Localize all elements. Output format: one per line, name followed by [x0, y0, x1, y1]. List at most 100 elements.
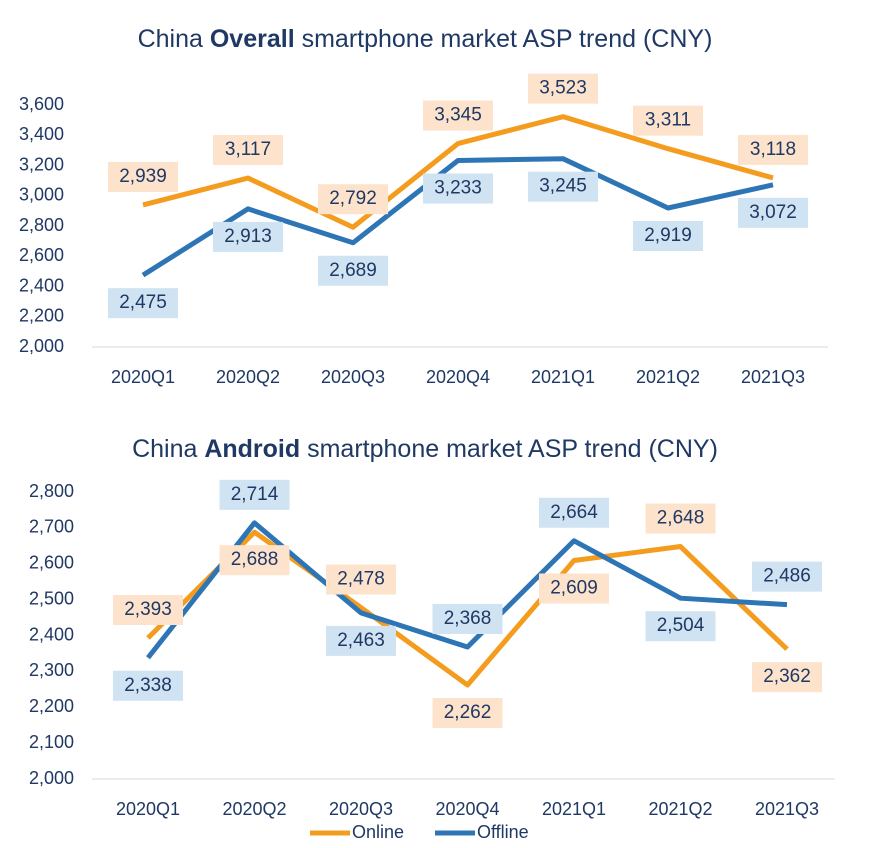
y-tick-label: 2,200: [19, 306, 64, 326]
title-part: China: [138, 25, 210, 53]
label-box: [738, 197, 808, 228]
label-box: [423, 100, 493, 131]
x-tick-label: 2020Q4: [435, 799, 499, 819]
label-box: [633, 221, 703, 252]
label-box: [752, 662, 822, 693]
data-label: 2,362: [763, 666, 811, 687]
y-tick-label: 2,800: [29, 481, 74, 501]
label-box: [432, 698, 503, 729]
data-label: 3,118: [750, 139, 796, 160]
y-tick-label: 2,200: [29, 696, 74, 716]
legend-label: Offline: [477, 822, 529, 842]
label-box: [219, 479, 290, 510]
data-label: 3,523: [539, 78, 587, 99]
data-label: 2,338: [124, 675, 172, 696]
data-label: 3,072: [749, 202, 797, 223]
label-box: [423, 173, 493, 204]
data-label: 2,475: [119, 292, 167, 313]
data-label: 2,913: [224, 226, 272, 247]
label-box: [645, 611, 716, 642]
x-tick-label: 2021Q1: [531, 367, 595, 387]
data-label: 2,689: [329, 260, 377, 281]
x-tick-label: 2020Q4: [426, 367, 490, 387]
data-label: 2,939: [119, 166, 167, 187]
y-tick-label: 2,400: [19, 275, 64, 295]
label-box: [645, 503, 716, 534]
y-tick-label: 3,400: [19, 124, 64, 144]
y-tick-label: 2,500: [29, 588, 74, 608]
x-tick-label: 2021Q2: [648, 799, 712, 819]
data-label: 3,311: [645, 110, 691, 131]
data-label: 2,664: [550, 502, 598, 523]
data-label: 2,609: [550, 578, 598, 599]
series-line: [141, 156, 774, 278]
x-tick-label: 2020Q1: [111, 367, 175, 387]
label-box: [326, 625, 396, 656]
title-part: smartphone market ASP trend (CNY): [300, 435, 718, 463]
label-box: [113, 595, 183, 626]
data-label: 3,345: [434, 105, 482, 126]
label-box: [213, 221, 283, 252]
data-label: 3,233: [434, 178, 482, 199]
y-tick-label: 3,600: [19, 94, 64, 114]
data-label: 2,648: [657, 508, 705, 529]
data-label: 2,919: [644, 225, 692, 246]
data-label: 2,792: [329, 188, 377, 209]
title-part: Overall: [210, 25, 295, 53]
series-line: [142, 114, 774, 230]
x-tick-label: 2020Q2: [222, 799, 286, 819]
x-tick-label: 2020Q3: [321, 367, 385, 387]
label-box: [432, 603, 503, 634]
label-box: [318, 255, 388, 286]
chart-title: China Android smartphone market ASP tren…: [132, 435, 718, 463]
label-box: [113, 670, 183, 701]
label-box: [108, 288, 178, 319]
x-tick-label: 2020Q2: [216, 367, 280, 387]
data-label: 2,262: [444, 702, 492, 723]
y-tick-label: 3,200: [19, 154, 64, 174]
x-tick-label: 2020Q1: [116, 799, 180, 819]
label-box: [528, 171, 598, 202]
label-box: [752, 561, 822, 592]
y-tick-label: 3,000: [19, 185, 64, 205]
y-tick-label: 2,800: [19, 215, 64, 235]
label-box: [539, 497, 609, 528]
data-label: 3,117: [225, 139, 271, 160]
x-tick-label: 2021Q1: [542, 799, 606, 819]
title-part: China: [132, 435, 204, 463]
chart-title: China Overall smartphone market ASP tren…: [138, 25, 713, 53]
label-box: [219, 545, 290, 576]
label-box: [213, 135, 283, 166]
y-tick-label: 2,700: [29, 517, 74, 537]
data-label: 2,368: [444, 608, 492, 629]
y-tick-label: 2,300: [29, 660, 74, 680]
legend-label: Online: [352, 822, 404, 842]
label-box: [539, 573, 609, 604]
label-box: [633, 105, 703, 136]
data-label: 2,714: [231, 484, 279, 505]
data-label: 2,486: [763, 566, 811, 587]
y-tick-label: 2,000: [29, 768, 74, 788]
y-tick-label: 2,100: [29, 732, 74, 752]
data-label: 2,463: [337, 630, 385, 651]
series-line: [146, 520, 788, 660]
x-tick-label: 2021Q2: [636, 367, 700, 387]
y-tick-label: 2,000: [19, 336, 64, 356]
data-label: 2,688: [231, 549, 279, 570]
title-part: smartphone market ASP trend (CNY): [295, 25, 713, 53]
label-box: [108, 161, 178, 192]
label-box: [738, 134, 808, 165]
x-tick-label: 2021Q3: [741, 367, 805, 387]
y-tick-label: 2,400: [29, 624, 74, 644]
data-label: 2,393: [124, 599, 172, 620]
label-box: [326, 564, 396, 595]
y-tick-label: 2,600: [29, 553, 74, 573]
y-tick-label: 2,600: [19, 245, 64, 265]
title-part: Android: [204, 435, 300, 463]
x-tick-label: 2020Q3: [329, 799, 393, 819]
data-label: 2,478: [337, 569, 385, 590]
data-label: 3,245: [539, 176, 587, 197]
label-box: [318, 184, 388, 215]
label-box: [528, 73, 598, 104]
